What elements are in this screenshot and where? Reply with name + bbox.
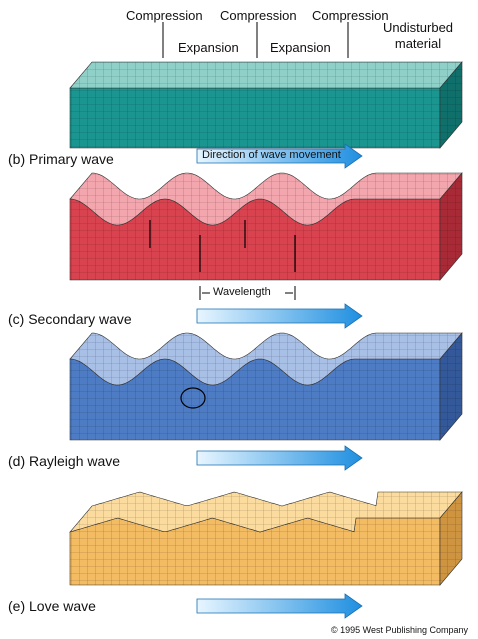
panel-label: (d) Rayleigh wave xyxy=(8,453,120,469)
direction-arrow xyxy=(197,446,362,470)
credit: © 1995 West Publishing Company xyxy=(331,625,468,635)
front-face-grid xyxy=(70,88,440,148)
undisturbed-label: Undisturbed material xyxy=(378,20,458,52)
panel-label: (c) Secondary wave xyxy=(8,311,132,327)
wavelength-label: Wavelength xyxy=(213,286,271,298)
arrow-label: Direction of wave movement xyxy=(202,149,341,161)
compression-label: Compression xyxy=(220,8,297,23)
expansion-label: Expansion xyxy=(178,40,239,55)
direction-arrow xyxy=(197,594,362,618)
direction-arrow xyxy=(197,304,362,328)
top-face-grid xyxy=(70,62,462,88)
expansion-label: Expansion xyxy=(270,40,331,55)
panel-label: (b) Primary wave xyxy=(8,151,114,167)
compression-label: Compression xyxy=(126,8,203,23)
panel-label: (e) Love wave xyxy=(8,598,96,614)
diagram: Compression Compression Compression Expa… xyxy=(0,0,478,639)
